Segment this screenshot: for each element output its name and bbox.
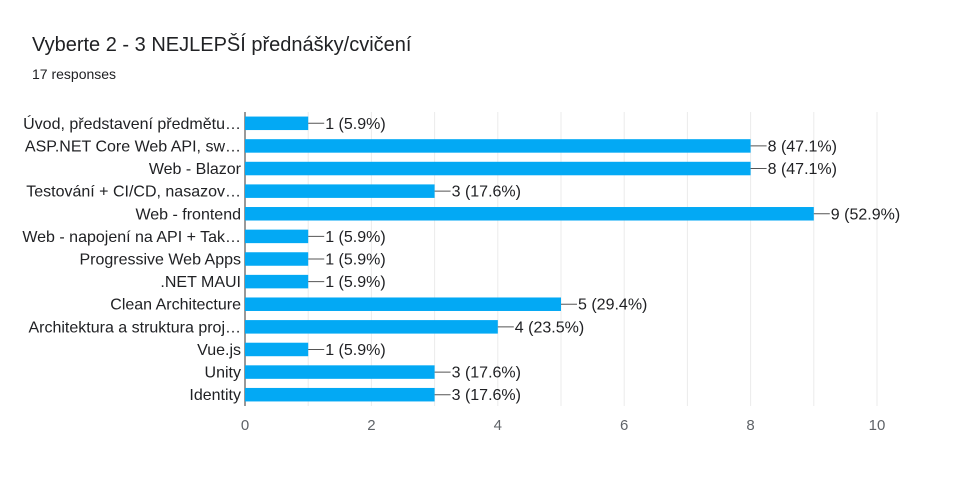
- bar: [245, 161, 751, 176]
- gridlines: [244, 112, 878, 406]
- data-label: 3 (17.6%): [452, 387, 521, 404]
- x-tick-label: 0: [241, 417, 249, 434]
- category-label: Web - napojení na API + Tak…: [22, 229, 241, 246]
- data-label: 3 (17.6%): [452, 184, 521, 201]
- bar: [245, 342, 309, 357]
- chart-title: Vyberte 2 - 3 NEJLEPŠÍ přednášky/cvičení: [32, 34, 412, 56]
- bar: [245, 365, 435, 379]
- bar: [245, 320, 498, 334]
- data-label: 8 (47.1%): [768, 161, 837, 178]
- x-tick-label: 10: [869, 417, 886, 434]
- bars: 1 (5.9%) 8 (47.1%) 8 (47.1%) 3 (17.6%) 9 (52…: [245, 116, 900, 404]
- x-tick-label: 4: [494, 417, 502, 434]
- bar: [245, 297, 561, 311]
- category-label: Progressive Web Apps: [79, 252, 241, 269]
- bar: [245, 184, 435, 198]
- data-label: 8 (47.1%): [768, 138, 837, 155]
- category-labels: Úvod, představení předmětu… ASP.NET Core …: [22, 114, 241, 404]
- data-label: 9 (52.9%): [831, 206, 900, 223]
- data-label: 3 (17.6%): [452, 365, 521, 382]
- bar: [245, 139, 751, 153]
- response-count: 17 responses: [32, 66, 117, 82]
- data-label: 1 (5.9%): [325, 342, 385, 359]
- bar: [245, 252, 309, 266]
- data-label: 5 (29.4%): [578, 297, 647, 314]
- category-label: Web - Blazor: [149, 161, 242, 178]
- x-tick-label: 8: [746, 417, 754, 434]
- bar: [245, 274, 309, 289]
- bar: [245, 207, 814, 221]
- category-label: ASP.NET Core Web API, sw…: [25, 138, 241, 155]
- x-tick-label: 2: [367, 417, 375, 434]
- bar: [245, 116, 309, 131]
- data-label: 1 (5.9%): [325, 274, 385, 291]
- category-label: Testování + CI/CD, nasazov…: [26, 184, 241, 201]
- category-label: .NET MAUI: [160, 274, 241, 291]
- category-label: Web - frontend: [135, 206, 241, 223]
- data-label: 1 (5.9%): [325, 116, 385, 133]
- category-label: Architektura a struktura proj…: [28, 319, 241, 336]
- data-label: 1 (5.9%): [325, 252, 385, 269]
- category-label: Unity: [205, 365, 241, 382]
- x-tick-label: 6: [620, 417, 628, 434]
- x-tick-labels: 0 2 4 6 8 10: [241, 417, 886, 434]
- bar: [245, 387, 435, 402]
- category-label: Úvod, představení předmětu…: [23, 114, 241, 133]
- data-label: 4 (23.5%): [515, 319, 584, 336]
- category-label: Clean Architecture: [110, 297, 241, 314]
- bar: [245, 229, 309, 244]
- category-label: Identity: [189, 387, 241, 404]
- category-label: Vue.js: [197, 342, 241, 359]
- data-label: 1 (5.9%): [325, 229, 385, 246]
